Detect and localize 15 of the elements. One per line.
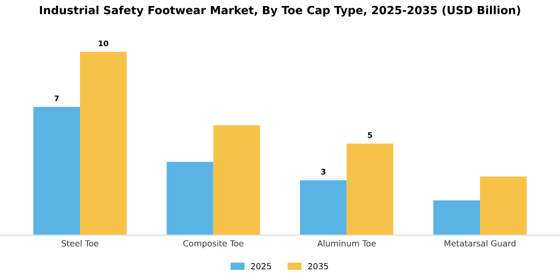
bar xyxy=(166,162,214,236)
legend-label: 2025 xyxy=(251,263,271,270)
x-tick-label: Aluminum Toe xyxy=(317,240,376,247)
bar xyxy=(300,180,347,236)
x-tick-label: Metatarsal Guard xyxy=(444,240,516,247)
bar xyxy=(80,52,127,236)
x-tick-label: Steel Toe xyxy=(62,240,98,247)
bar xyxy=(346,144,394,236)
x-tick-label: Composite Toe xyxy=(183,240,244,248)
bar xyxy=(33,106,80,236)
chart-title: Industrial Safety Footwear Market, By Toe Cap Type, 2025-2035 (USD Billion) xyxy=(40,6,520,17)
bar xyxy=(213,125,260,236)
legend-label: 2035 xyxy=(308,263,328,270)
bar xyxy=(480,176,527,236)
bar xyxy=(433,200,480,236)
